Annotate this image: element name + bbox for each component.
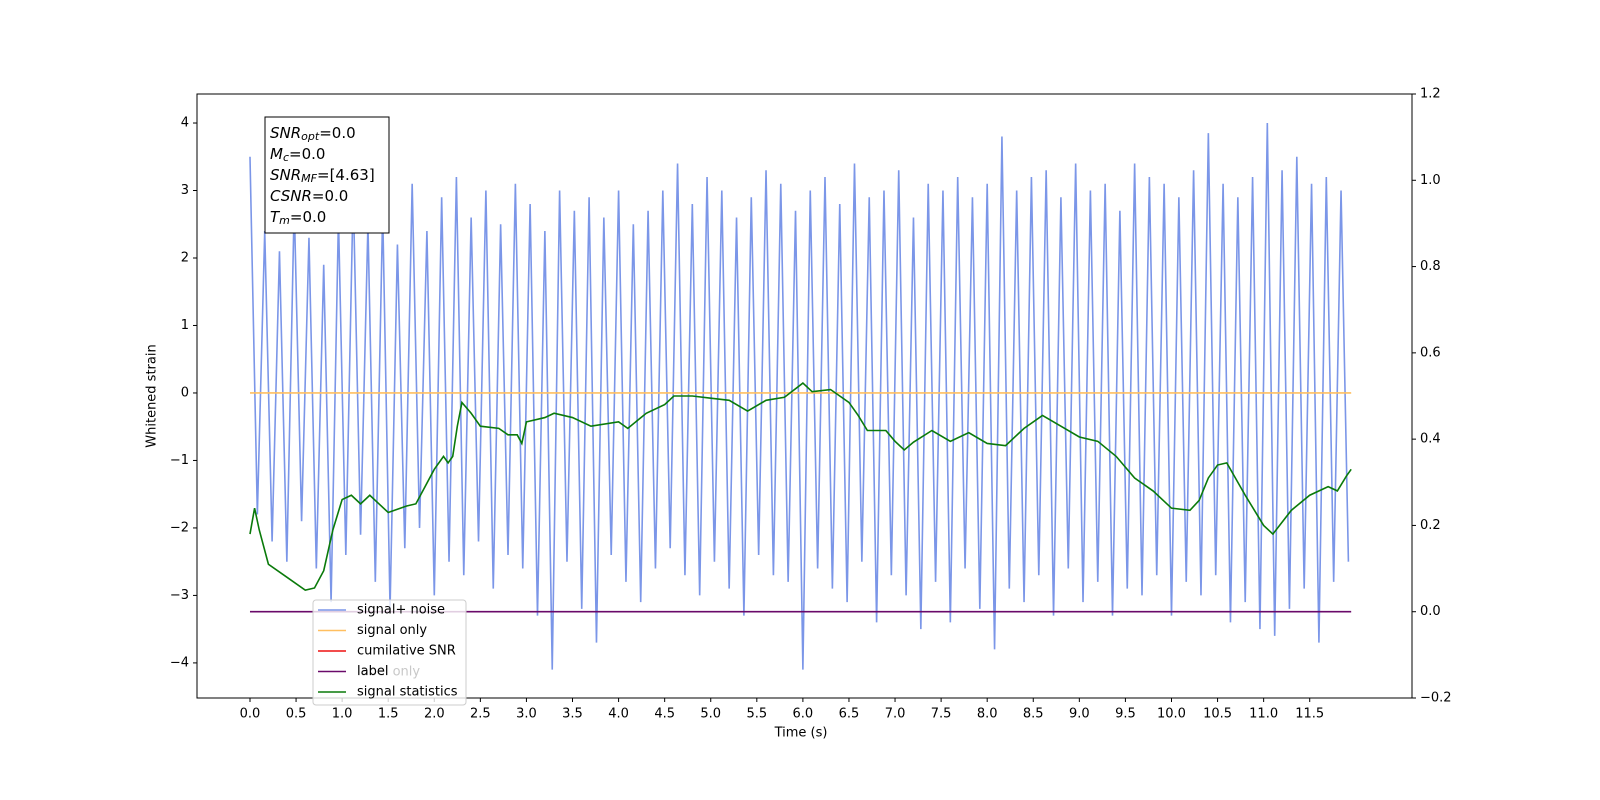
stats-value: =0.0 <box>319 124 355 142</box>
y2-tick-label: 0.6 <box>1420 345 1441 360</box>
stats-line: CSNR=0.0 <box>270 187 348 205</box>
x-tick-label: 1.0 <box>332 707 353 722</box>
legend-label: cumilative SNR <box>357 644 456 659</box>
plot-frame <box>196 93 1413 699</box>
legend-label: signal only <box>357 623 427 638</box>
legend-ghost: label only <box>357 665 420 680</box>
y2-tick-label: 0.8 <box>1420 259 1441 274</box>
stats-line: SNRMF=[4.63] <box>270 166 375 186</box>
y-tick-label: 4 <box>181 116 189 131</box>
x-tick-label: 4.0 <box>608 707 629 722</box>
stats-line: Tm=0.0 <box>270 208 326 228</box>
stats-name: CSNR <box>270 187 312 205</box>
x-tick-label: 10.5 <box>1203 707 1232 722</box>
stats-line: Mc=0.0 <box>270 145 325 165</box>
legend-label: label <box>357 664 388 679</box>
x-tick-label: 8.5 <box>1023 707 1044 722</box>
stats-name: M <box>270 145 283 163</box>
stats-value: =0.0 <box>312 187 348 205</box>
x-tick-label: 11.5 <box>1295 707 1324 722</box>
x-tick-label: 0.0 <box>240 707 261 722</box>
series-line <box>249 123 1350 670</box>
y2-tick-label: 0.0 <box>1420 604 1441 619</box>
x-tick-label: 2.0 <box>424 707 445 722</box>
stats-value: =0.0 <box>290 208 326 226</box>
y-axis-label: Whitened strain <box>145 344 160 447</box>
stats-line: SNRopt=0.0 <box>270 124 356 144</box>
y2-tick-label: 1.0 <box>1420 173 1441 188</box>
x-tick-label: 7.5 <box>931 707 952 722</box>
y-tick-label: −3 <box>170 588 189 603</box>
y-tick-label: 2 <box>181 250 189 265</box>
y-tick-label: −1 <box>170 453 189 468</box>
x-tick-label: 11.0 <box>1249 707 1278 722</box>
y-tick-label: −4 <box>170 655 189 670</box>
y2-tick-label: 1.2 <box>1420 87 1441 102</box>
series-line <box>249 382 1352 592</box>
x-tick-label: 1.5 <box>378 707 399 722</box>
x-tick-label: 2.5 <box>470 707 491 722</box>
y-tick-label: 1 <box>181 318 189 333</box>
stats-sub: m <box>279 214 290 227</box>
x-tick-label: 5.5 <box>746 707 767 722</box>
y-tick-label: −2 <box>170 520 189 535</box>
x-tick-label: 8.0 <box>977 707 998 722</box>
stats-value: =0.0 <box>289 145 325 163</box>
x-tick-label: 6.5 <box>839 707 860 722</box>
x-tick-label: 5.0 <box>700 707 721 722</box>
legend: label only signal+ noise signal only cumila… <box>312 599 467 706</box>
x-axis-label: Time (s) <box>774 726 828 741</box>
x-tick-label: 0.5 <box>286 707 307 722</box>
y2-tick-label: −0.2 <box>1420 691 1452 706</box>
x-tick-label: 7.0 <box>885 707 906 722</box>
legend-frame <box>312 599 467 706</box>
x-tick-label: 3.0 <box>516 707 537 722</box>
x-tick-label: 3.5 <box>562 707 583 722</box>
x-tick-label: 9.0 <box>1069 707 1090 722</box>
stats-name: T <box>270 208 281 226</box>
y-tick-label: 3 <box>181 183 189 198</box>
stats-sub: MF <box>301 172 317 185</box>
stats-box: SNRopt=0.0Mc=0.0SNRMF=[4.63]CSNR=0.0Tm=0… <box>264 116 390 234</box>
stats-name: SNR <box>270 166 301 184</box>
stats-box-frame <box>264 116 390 234</box>
stats-sub: opt <box>301 130 320 143</box>
y2-tick-label: 0.2 <box>1420 518 1441 533</box>
stats-name: SNR <box>270 124 301 142</box>
y-tick-label: 0 <box>181 385 189 400</box>
x-tick-label: 4.5 <box>654 707 675 722</box>
x-tick-label: 10.0 <box>1157 707 1186 722</box>
stats-sub: c <box>283 151 289 164</box>
legend-label: signal+ noise <box>357 603 445 618</box>
legend-label: signal statistics <box>357 685 458 700</box>
y2-tick-label: 0.4 <box>1420 432 1441 447</box>
x-tick-label: 9.5 <box>1115 707 1136 722</box>
stats-value: =[4.63] <box>317 166 375 184</box>
x-tick-label: 6.0 <box>793 707 814 722</box>
